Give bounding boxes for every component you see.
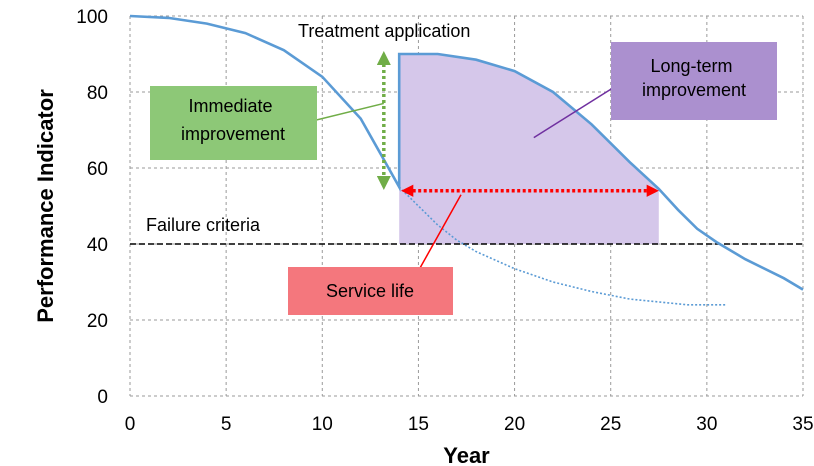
- y-tick-label: 20: [87, 311, 108, 332]
- immediate-improvement-line-1: Immediate: [188, 96, 272, 116]
- y-tick-label: 100: [76, 7, 108, 28]
- y-tick-label: 0: [97, 387, 108, 408]
- service-life-label: Service life: [326, 281, 414, 301]
- long-term-improvement-line-1: Long-term: [650, 56, 732, 76]
- failure-criteria-label: Failure criteria: [146, 215, 261, 235]
- long-term-improvement-line-2: improvement: [642, 80, 746, 100]
- y-tick-label: 60: [87, 159, 108, 180]
- long-term-improvement-label: Long-term improvement: [642, 56, 746, 100]
- immediate-improvement-line-2: improvement: [181, 124, 285, 144]
- x-tick-label: 35: [792, 414, 813, 435]
- x-axis-title: Year: [443, 443, 490, 466]
- y-tick-label: 40: [87, 235, 108, 256]
- immediate-improvement-label: Immediate improvement: [181, 96, 285, 144]
- immediate-improvement-box: [150, 86, 317, 160]
- y-axis-title: Performance Indicator: [33, 89, 58, 323]
- x-tick-label: 20: [504, 414, 525, 435]
- service-life-leader: [419, 194, 462, 269]
- treatment-application-label: Treatment application: [298, 21, 470, 41]
- performance-curve: [129, 14, 804, 291]
- x-tick-label: 10: [312, 414, 333, 435]
- x-tick-labels: 0 5 10 15 20 25 30 35: [125, 414, 814, 435]
- service-life-box: [288, 267, 453, 315]
- y-tick-labels: 0 20 40 60 80 100: [76, 7, 108, 408]
- x-tick-label: 15: [408, 414, 429, 435]
- x-tick-label: 30: [696, 414, 717, 435]
- x-tick-label: 5: [221, 414, 232, 435]
- x-tick-label: 25: [600, 414, 621, 435]
- long-term-improvement-box: [611, 42, 777, 120]
- long-term-improvement-leader: [533, 85, 617, 139]
- x-tick-label: 0: [125, 414, 136, 435]
- untreated-performance-curve: [398, 186, 727, 306]
- y-tick-label: 80: [87, 83, 108, 104]
